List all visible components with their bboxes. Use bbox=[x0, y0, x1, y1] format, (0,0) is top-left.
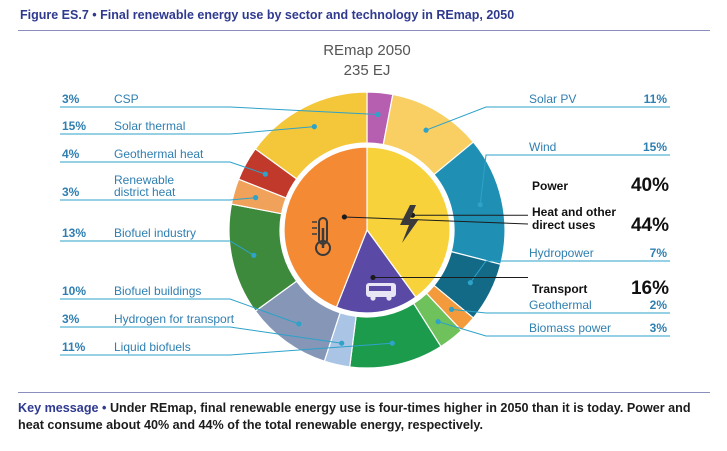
bus-wheel-rear-icon bbox=[386, 295, 392, 301]
label-dot-solar-pv bbox=[423, 127, 429, 133]
label-biofuel-industry: Biofuel industry bbox=[114, 226, 196, 240]
bus-windows-icon bbox=[369, 286, 391, 291]
label-dot-geothermal-heat bbox=[262, 171, 268, 177]
value-geothermal-heat: 4% bbox=[62, 147, 80, 161]
label-dot-renewable-district-heat bbox=[253, 195, 259, 201]
label-renewable-district-heat-line2: district heat bbox=[114, 185, 176, 199]
chart-title: REmap 2050 bbox=[323, 42, 411, 59]
label-dot-csp bbox=[375, 111, 381, 118]
value-biomass-power: 3% bbox=[650, 321, 668, 335]
value-hydropower: 7% bbox=[650, 246, 668, 260]
label-line-csp bbox=[60, 106, 378, 116]
title-divider bbox=[18, 30, 710, 31]
label-geothermal-heat: Geothermal heat bbox=[114, 147, 204, 161]
value-biofuel-industry: 13% bbox=[62, 226, 86, 240]
figure-title-bullet: • bbox=[92, 8, 101, 22]
label-dot-solar-thermal bbox=[311, 124, 317, 130]
label-line-solar-thermal bbox=[60, 126, 315, 135]
label-transport: Transport bbox=[532, 282, 587, 296]
label-line-heat-and-other-direct-uses bbox=[344, 216, 529, 225]
label-solar-thermal: Solar thermal bbox=[114, 119, 185, 133]
value-hydrogen-for-transport: 3% bbox=[62, 312, 80, 326]
value-liquid-biofuels: 11% bbox=[62, 340, 86, 354]
label-solar-pv: Solar PV bbox=[529, 92, 576, 106]
label-line-geothermal-heat bbox=[60, 161, 266, 175]
label-line-liquid-biofuels bbox=[60, 342, 393, 356]
label-line-biofuel-buildings bbox=[60, 298, 299, 325]
label-heat-and-other-direct-uses-line2: direct uses bbox=[532, 218, 596, 232]
value-renewable-district-heat: 3% bbox=[62, 185, 80, 199]
label-dot-biomass-power bbox=[435, 319, 441, 325]
value-solar-pv: 11% bbox=[644, 92, 668, 106]
label-line-renewable-district-heat bbox=[60, 197, 256, 201]
value-biofuel-buildings: 10% bbox=[62, 284, 86, 298]
label-dot-hydrogen-for-transport bbox=[339, 340, 345, 346]
label-power: Power bbox=[532, 179, 568, 193]
label-csp: CSP bbox=[114, 92, 139, 106]
label-liquid-biofuels: Liquid biofuels bbox=[114, 340, 191, 354]
figure-title-label: Figure ES.7 bbox=[20, 8, 89, 22]
label-line-biofuel-industry bbox=[60, 240, 255, 256]
label-dot-hydropower bbox=[467, 280, 473, 286]
lightning-bolt-icon bbox=[400, 205, 419, 243]
bus-wheel-front-icon bbox=[370, 295, 376, 301]
label-wind: Wind bbox=[529, 140, 556, 154]
figure-title: Figure ES.7 • Final renewable energy use… bbox=[20, 8, 514, 22]
label-hydropower: Hydropower bbox=[529, 246, 594, 260]
label-line-biomass-power bbox=[437, 321, 670, 337]
label-dot-wind bbox=[477, 202, 483, 208]
label-dot-liquid-biofuels bbox=[389, 340, 395, 346]
key-message-bullet: • bbox=[102, 401, 110, 415]
figure-title-text: Final renewable energy use by sector and… bbox=[100, 8, 515, 22]
label-line-hydrogen-for-transport bbox=[60, 326, 342, 344]
value-heat-and-other-direct-uses: 44% bbox=[631, 215, 669, 236]
inner-slice-heat-and-other-direct-uses bbox=[283, 146, 368, 308]
label-heat-and-other-direct-uses-line1: Heat and other bbox=[532, 205, 616, 219]
key-message-label: Key message bbox=[18, 401, 99, 415]
value-transport: 16% bbox=[631, 278, 669, 299]
label-biofuel-buildings: Biofuel buildings bbox=[114, 284, 201, 298]
value-wind: 15% bbox=[643, 140, 667, 154]
label-hydrogen-for-transport: Hydrogen for transport bbox=[114, 312, 235, 326]
label-dot-biofuel-buildings bbox=[296, 321, 302, 327]
value-solar-thermal: 15% bbox=[62, 119, 86, 133]
label-line-solar-pv bbox=[425, 106, 670, 131]
label-line-geothermal bbox=[451, 308, 670, 314]
label-geothermal: Geothermal bbox=[529, 298, 592, 312]
label-line-wind bbox=[479, 154, 670, 205]
label-dot-transport bbox=[370, 274, 376, 281]
label-dot-heat-and-other-direct-uses bbox=[341, 214, 347, 220]
value-csp: 3% bbox=[62, 92, 80, 106]
label-biomass-power: Biomass power bbox=[529, 321, 611, 335]
value-geothermal: 2% bbox=[650, 298, 668, 312]
value-power: 40% bbox=[631, 175, 669, 196]
key-message-text: Under REmap, final renewable energy use … bbox=[18, 401, 691, 432]
label-dot-geothermal bbox=[448, 306, 455, 313]
label-renewable-district-heat-line1: Renewable bbox=[114, 173, 174, 187]
chart-subtitle: 235 EJ bbox=[344, 62, 391, 79]
key-message-box bbox=[18, 392, 710, 443]
label-line-hydropower bbox=[469, 260, 670, 283]
label-dot-biofuel-industry bbox=[251, 252, 257, 258]
key-message: Key message • Under REmap, final renewab… bbox=[18, 400, 708, 434]
